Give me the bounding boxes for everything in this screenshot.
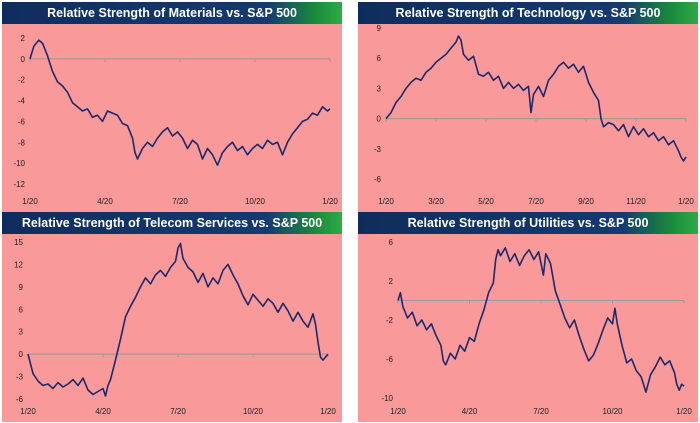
x-tick-label: 4/20 (95, 407, 111, 416)
series-line (27, 242, 329, 397)
y-tick-label: 2 (21, 34, 26, 43)
y-tick-label: 15 (14, 238, 23, 247)
chart-svg: 9 6 3 0 -3 -6 1/20 3/20 5/20 7/20 9/20 11/20 1/20 (374, 24, 694, 206)
x-tick-label: 7/20 (172, 197, 188, 206)
y-tick-label: 6 (389, 238, 394, 247)
x-tick-label: 11/20 (626, 197, 646, 206)
x-tick-label: 7/20 (170, 407, 186, 416)
chart-title: Relative Strength of Materials vs. S&P 5… (2, 2, 342, 24)
x-tick-label: 1/20 (20, 407, 36, 416)
x-tick-label: 7/20 (533, 407, 549, 416)
chart-utilities: Relative Strength of Utilities vs. S&P 5… (358, 212, 698, 422)
x-tick-label: 1/20 (390, 407, 406, 416)
x-tick-label: 10/20 (243, 407, 264, 416)
y-tick-label: 3 (377, 84, 382, 93)
y-tick-label: 9 (19, 283, 24, 292)
y-tick-label: -10 (381, 394, 393, 403)
y-tick-label: 2 (389, 277, 394, 286)
y-tick-label: -2 (386, 316, 394, 325)
x-tick-label: 1/20 (378, 197, 394, 206)
chart-title: Relative Strength of Utilities vs. S&P 5… (358, 212, 698, 234)
y-tick-label: 6 (19, 305, 24, 314)
x-tick-label: 4/20 (97, 197, 113, 206)
x-tick-label: 4/20 (462, 407, 478, 416)
y-tick-label: 0 (19, 350, 24, 359)
x-tick-label: 10/20 (602, 407, 623, 416)
y-tick-label: 3 (19, 328, 24, 337)
plot-area (358, 24, 698, 212)
y-tick-label: -3 (374, 145, 382, 154)
y-tick-label: -4 (18, 97, 26, 106)
x-tick-label: 9/20 (578, 197, 594, 206)
y-tick-label: -6 (374, 175, 382, 184)
series-line (385, 35, 687, 162)
y-tick-label: -8 (18, 138, 26, 147)
y-tick-label: 0 (21, 55, 26, 64)
y-tick-label: 0 (377, 115, 382, 124)
chart-title: Relative Strength of Telecom Services vs… (2, 212, 342, 234)
x-tick-label: 1/20 (676, 407, 692, 416)
plot-area (2, 24, 342, 212)
chart-technology: Relative Strength of Technology vs. S&P … (358, 2, 698, 212)
chart-telecom: Relative Strength of Telecom Services vs… (2, 212, 342, 422)
y-tick-label: -6 (386, 355, 394, 364)
y-tick-label: 6 (377, 54, 382, 63)
x-tick-label: 1/20 (22, 197, 38, 206)
y-tick-label: -12 (13, 180, 25, 189)
y-tick-label: -10 (13, 159, 25, 168)
y-tick-label: 9 (377, 24, 382, 33)
y-tick-label: -6 (16, 395, 24, 404)
x-tick-label: 7/20 (528, 197, 544, 206)
y-tick-label: -6 (18, 117, 26, 126)
y-tick-label: 12 (14, 260, 23, 269)
x-tick-label: 10/20 (245, 197, 266, 206)
chart-svg: 15 12 9 6 3 0 -3 -6 1/20 4/20 7/20 10/20 1/20 (14, 238, 336, 416)
x-tick-label: 1/20 (678, 197, 694, 206)
chart-title: Relative Strength of Technology vs. S&P … (358, 2, 698, 24)
x-tick-label: 1/20 (322, 197, 338, 206)
x-tick-label: 1/20 (320, 407, 336, 416)
y-tick-label: -2 (18, 76, 26, 85)
y-tick-label: -3 (16, 373, 24, 382)
series-line (29, 39, 331, 166)
chart-materials: Relative Strength of Materials vs. S&P 5… (2, 2, 342, 212)
x-tick-label: 3/20 (428, 197, 444, 206)
plot-area (358, 234, 698, 422)
series-line (397, 246, 685, 393)
chart-svg: 6 2 -2 -6 -10 1/20 4/20 7/20 10/20 1/20 (381, 238, 692, 416)
chart-svg: 2 0 -2 -4 -6 -8 -10 -12 1/20 4/20 7/20 10/20 1/20 (13, 34, 338, 206)
x-tick-label: 5/20 (478, 197, 494, 206)
